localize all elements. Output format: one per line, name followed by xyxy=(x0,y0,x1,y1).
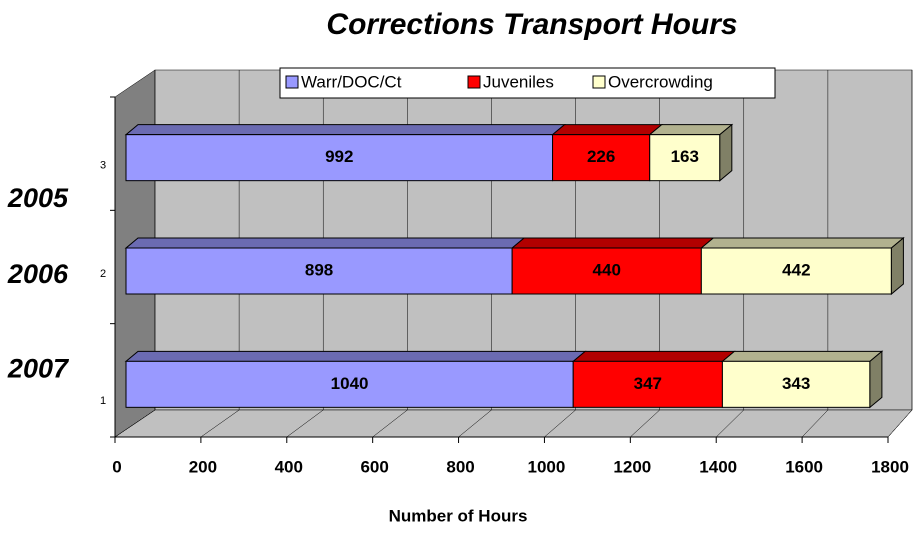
bar xyxy=(125,134,554,182)
data-label: 992 xyxy=(325,147,353,166)
data-label: 898 xyxy=(305,260,333,279)
legend-label: Juveniles xyxy=(483,72,554,91)
data-label: 226 xyxy=(587,147,615,166)
bar xyxy=(700,247,892,295)
bar-top xyxy=(699,237,905,249)
bar xyxy=(125,247,513,295)
bar xyxy=(721,360,871,408)
legend-swatch xyxy=(285,75,299,89)
category-index-label: 3 xyxy=(100,160,106,172)
x-tick-label: 1400 xyxy=(699,457,737,476)
bar-top xyxy=(571,350,736,362)
bar-top xyxy=(648,124,734,136)
bar-top xyxy=(721,350,884,362)
category-label: 2005 xyxy=(7,183,69,213)
x-axis-title: Number of Hours xyxy=(389,506,528,525)
legend-label: Warr/DOC/Ct xyxy=(301,72,402,91)
floor-grid-line xyxy=(458,409,492,438)
floor-grid-line xyxy=(630,409,660,438)
bar xyxy=(125,360,574,408)
data-label: 163 xyxy=(671,147,699,166)
legend-swatch xyxy=(467,75,481,89)
bar xyxy=(572,360,723,408)
x-tick-label: 1000 xyxy=(528,457,566,476)
floor-grid-line xyxy=(286,409,324,438)
x-tick-label: 1600 xyxy=(785,457,823,476)
x-tick-label: 1800 xyxy=(871,457,909,476)
bar-top xyxy=(124,350,587,362)
legend xyxy=(279,67,776,99)
floor-grid-line xyxy=(200,409,240,438)
legend-label: Overcrowding xyxy=(608,72,713,91)
legend-swatch xyxy=(592,75,606,89)
bar xyxy=(649,134,721,182)
category-label: 2007 xyxy=(7,353,70,383)
floor-grid-line xyxy=(716,409,744,438)
x-tick-label: 800 xyxy=(446,457,474,476)
bar-top xyxy=(124,237,526,249)
x-tick-label: 400 xyxy=(275,457,303,476)
data-label: 442 xyxy=(782,260,810,279)
x-tick-label: 1200 xyxy=(613,457,651,476)
floor xyxy=(114,409,913,438)
bar-side xyxy=(890,236,904,296)
bar-top xyxy=(124,124,566,136)
bar xyxy=(511,247,702,295)
floor-grid-line xyxy=(887,409,913,438)
floor-grid-line xyxy=(114,409,156,438)
bar-side xyxy=(719,123,733,182)
floor-grid-line xyxy=(801,409,829,438)
plot: 0 200 400 600 800 1000 1200 1400 1600 1800 2005 3 99… xyxy=(7,67,913,476)
data-label: 440 xyxy=(593,260,621,279)
data-label: 343 xyxy=(782,374,810,393)
x-tick-label: 0 xyxy=(112,457,121,476)
category-label: 2006 xyxy=(7,259,69,289)
category-index-label: 2 xyxy=(100,268,106,280)
data-label: 347 xyxy=(634,374,662,393)
bar-side xyxy=(869,350,883,409)
floor-grid-line xyxy=(372,409,408,438)
bar-top xyxy=(551,124,664,136)
x-tick-label: 600 xyxy=(360,457,388,476)
bar-top xyxy=(510,237,715,249)
data-label: 1040 xyxy=(331,374,369,393)
floor-grid-line xyxy=(544,409,576,438)
chart-title: Corrections Transport Hours xyxy=(326,8,737,41)
bar xyxy=(552,134,651,182)
x-tick-label: 200 xyxy=(189,457,217,476)
category-index-label: 1 xyxy=(100,395,106,407)
